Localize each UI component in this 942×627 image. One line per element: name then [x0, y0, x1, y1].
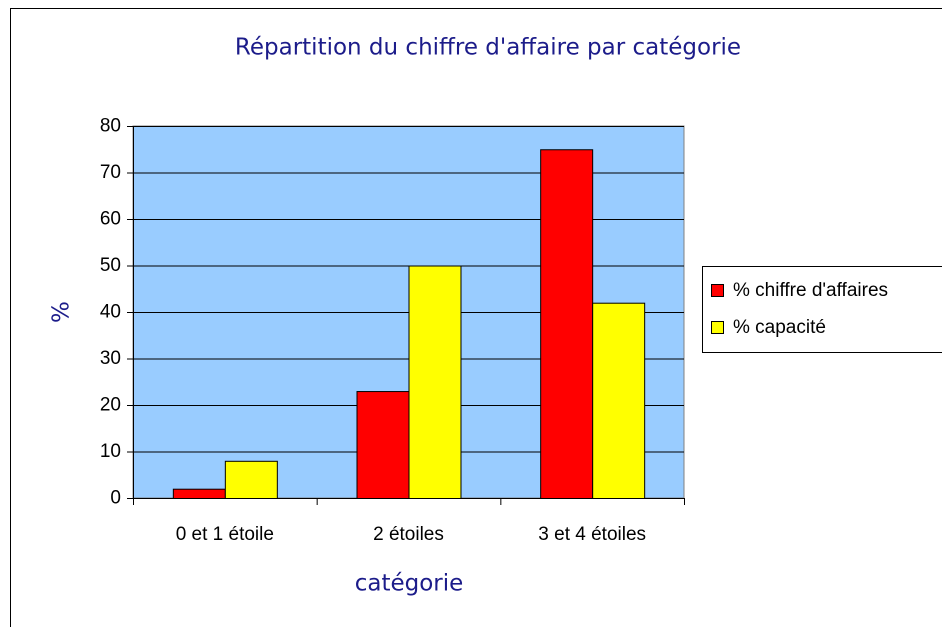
- x-tick-label: 2 étoiles: [373, 524, 444, 545]
- bar: [592, 302, 646, 500]
- bar: [356, 391, 410, 499]
- bar: [172, 488, 226, 500]
- legend-swatch: [711, 284, 724, 297]
- y-tick-label: 10: [100, 441, 121, 462]
- y-tick-label: 80: [100, 116, 121, 137]
- bar: [224, 460, 278, 499]
- bar: [540, 149, 594, 499]
- y-tick-label: 50: [100, 255, 121, 276]
- y-axis-label: %: [49, 301, 75, 323]
- legend-label: % chiffre d'affaires: [733, 280, 888, 301]
- y-tick-label: 0: [110, 488, 121, 509]
- x-axis-label: catégorie: [355, 571, 464, 597]
- x-tick-label: 0 et 1 étoile: [176, 524, 274, 545]
- legend-box: [702, 266, 942, 353]
- y-tick-label: 70: [100, 162, 121, 183]
- y-tick-label: 60: [100, 209, 121, 230]
- y-tick-label: 40: [100, 302, 121, 323]
- x-tick-label: 3 et 4 étoiles: [538, 524, 646, 545]
- y-tick-label: 20: [100, 395, 121, 416]
- legend-label: % capacité: [733, 317, 826, 338]
- y-tick-label: 30: [100, 348, 121, 369]
- legend-swatch: [711, 321, 724, 334]
- chart-title: Répartition du chiffre d'affaire par cat…: [235, 35, 741, 61]
- bar: [408, 265, 462, 499]
